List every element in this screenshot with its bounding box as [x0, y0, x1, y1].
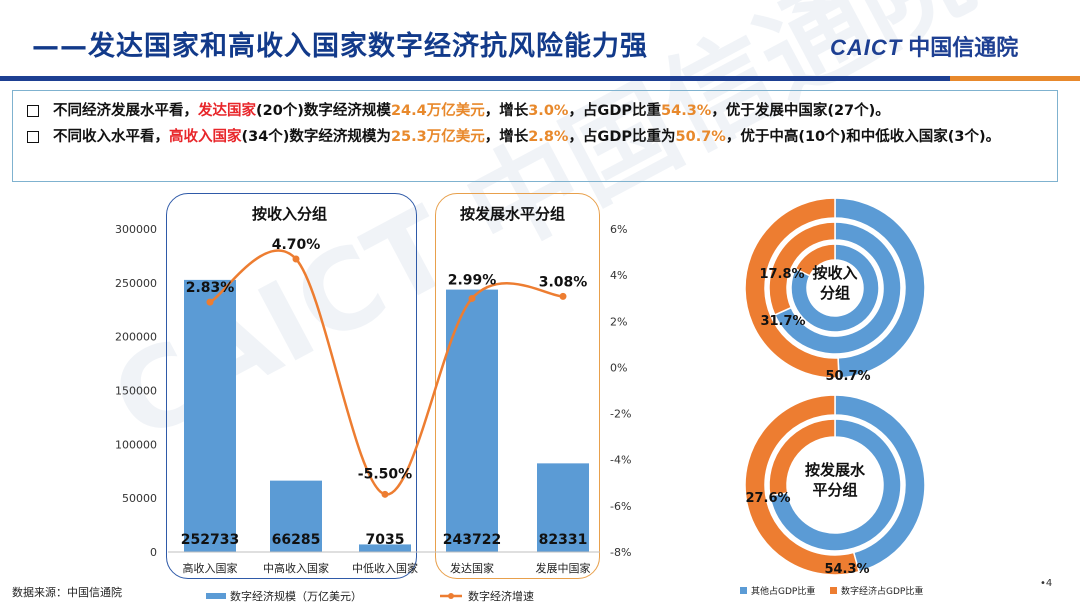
- bar-value-label: 243722: [443, 532, 501, 548]
- summary-box: 不同经济发展水平看，发达国家(20个)数字经济规模24.4万亿美元，增长3.0%…: [12, 90, 1058, 182]
- x-tick-label: 中低收入国家: [352, 561, 418, 575]
- y-left-tick-label: 200000: [115, 331, 157, 344]
- x-tick-label: 中高收入国家: [263, 561, 329, 575]
- text: 不同经济发展水平看，: [53, 103, 198, 119]
- legend-bar-label: 数字经济规模（万亿美元）: [230, 589, 362, 603]
- highlight: 高收入国家: [169, 129, 242, 145]
- x-tick-label: 发达国家: [450, 561, 494, 575]
- y-left-tick-label: 250000: [115, 277, 157, 290]
- bar-digital-economy: [270, 480, 322, 552]
- bar-value-label: 7035: [366, 532, 405, 548]
- growth-value-label: 3.08%: [539, 274, 588, 290]
- highlight: 发达国家: [198, 103, 256, 119]
- y-left-tick-label: 150000: [115, 385, 157, 398]
- y-right-tick-label: -2%: [610, 408, 631, 421]
- text: ，增长: [484, 103, 529, 119]
- y-right-tick-label: 4%: [610, 269, 627, 282]
- y-left-tick-label: 300000: [115, 223, 157, 236]
- summary-bullet-1: 不同经济发展水平看，发达国家(20个)数字经济规模24.4万亿美元，增长3.0%…: [27, 99, 1043, 123]
- text: ，优于中高(10个)和中低收入国家(3个)。: [725, 129, 1001, 145]
- y-right-tick-label: 2%: [610, 315, 627, 328]
- brand-org: 中国信通院: [908, 36, 1019, 61]
- income-group-frame: [166, 193, 417, 579]
- y-right-tick-label: 6%: [610, 223, 627, 236]
- text: ，占GDP比重为: [568, 129, 676, 145]
- growth-value-label: -5.50%: [358, 466, 412, 482]
- data-source: 数据来源：中国信通院: [12, 586, 122, 599]
- brand-caict: CAICT: [830, 35, 903, 60]
- legend-line-label: 数字经济增速: [468, 589, 534, 603]
- legend-line-marker: [448, 593, 454, 599]
- highlight: 24.4万亿美元: [390, 103, 485, 119]
- bar-value-label: 82331: [539, 532, 588, 548]
- bar-value-label: 66285: [272, 532, 321, 548]
- y-right-tick-label: -6%: [610, 500, 631, 513]
- y-right-tick-label: 0%: [610, 361, 627, 374]
- header-divider-orange: [950, 76, 1080, 81]
- x-tick-label: 高收入国家: [183, 561, 238, 575]
- development-group-title: 按发展水平分组: [460, 205, 566, 223]
- bar-value-label: 252733: [181, 532, 239, 548]
- text: ，占GDP比重: [568, 103, 662, 119]
- bar-digital-economy: [359, 544, 411, 552]
- growth-line: [209, 249, 564, 496]
- growth-value-label: 2.99%: [448, 272, 497, 288]
- text: ，优于发展中国家(27个)。: [711, 103, 890, 119]
- income-group-title: 按收入分组: [252, 205, 328, 223]
- y-left-tick-label: 100000: [115, 438, 157, 451]
- highlight: 3.0%: [528, 103, 569, 119]
- bar-digital-economy: [537, 463, 589, 552]
- growth-point: [468, 294, 476, 302]
- text: (34个)数字经济规模为: [241, 129, 391, 145]
- summary-bullet-2: 不同收入水平看，高收入国家(34个)数字经济规模为25.3万亿美元，增长2.8%…: [27, 125, 1043, 149]
- growth-point: [559, 292, 567, 300]
- y-right-tick-label: -4%: [610, 454, 631, 467]
- y-left-tick-label: 0: [150, 546, 157, 559]
- checkbox-square-icon: [27, 105, 39, 117]
- growth-point: [292, 255, 300, 263]
- text: ，增长: [484, 129, 529, 145]
- highlight: 50.7%: [675, 129, 726, 145]
- brand-logo: CAICT 中国信通院: [830, 30, 1018, 62]
- legend-bar-swatch: [206, 593, 226, 599]
- bar-digital-economy: [184, 279, 236, 552]
- growth-value-label: 4.70%: [272, 237, 321, 253]
- page-number: •4: [1040, 578, 1053, 589]
- checkbox-square-icon: [27, 131, 39, 143]
- x-tick-label: 发展中国家: [536, 561, 591, 575]
- growth-point: [206, 298, 214, 306]
- growth-point: [381, 490, 389, 498]
- y-left-tick-label: 50000: [122, 492, 157, 505]
- text: (20个)数字经济规模: [256, 103, 391, 119]
- highlight: 25.3万亿美元: [390, 129, 485, 145]
- text: 不同收入水平看，: [53, 129, 169, 145]
- highlight: 2.8%: [528, 129, 569, 145]
- page-title: ——发达国家和高收入国家数字经济抗风险能力强: [32, 31, 648, 62]
- bar-digital-economy: [446, 289, 498, 552]
- y-right-tick-label: -8%: [610, 546, 631, 559]
- highlight: 54.3%: [661, 103, 712, 119]
- header-divider-blue: [0, 76, 950, 81]
- growth-value-label: 2.83%: [186, 280, 235, 296]
